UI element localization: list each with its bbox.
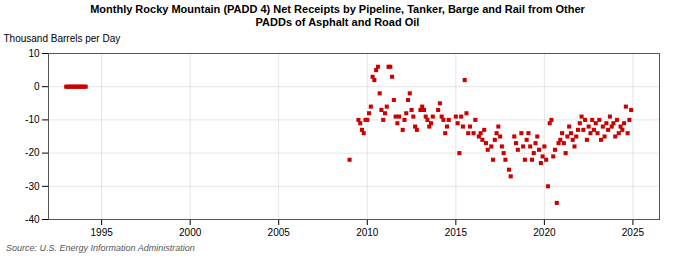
svg-text:2005: 2005: [268, 227, 291, 238]
svg-text:10: 10: [28, 48, 40, 59]
svg-text:2000: 2000: [179, 227, 202, 238]
svg-text:0: 0: [34, 81, 40, 92]
svg-text:Thousand Barrels per Day: Thousand Barrels per Day: [4, 33, 121, 44]
svg-text:-40: -40: [25, 214, 40, 225]
svg-text:1995: 1995: [91, 227, 114, 238]
svg-text:2015: 2015: [445, 227, 468, 238]
html-text:Monthly Rocky Mountain (PADD 4: Monthly Rocky Mountain (PADD 4) Net Rece…: [90, 3, 585, 29]
svg-text:-20: -20: [25, 148, 40, 159]
svg-text:2020: 2020: [533, 227, 556, 238]
html-text:Source: U.S. Energy Informatio: Source: U.S. Energy Information Administ…: [6, 243, 195, 254]
svg-text:-10: -10: [25, 114, 40, 125]
svg-text:2010: 2010: [356, 227, 379, 238]
svg-text:2025: 2025: [622, 227, 645, 238]
svg-text:-30: -30: [25, 181, 40, 192]
